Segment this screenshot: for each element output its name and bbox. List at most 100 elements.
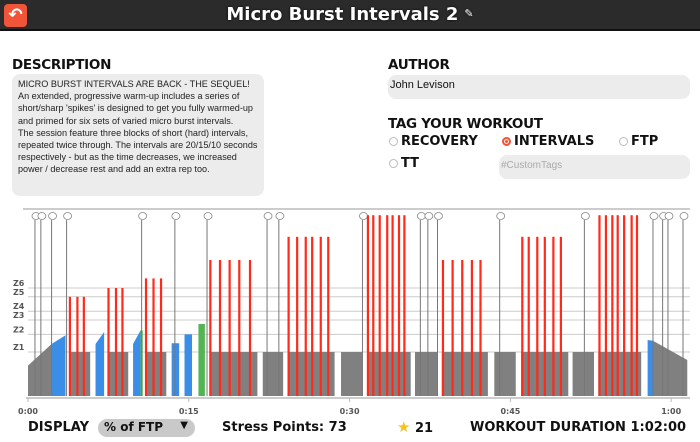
description-line: The session feature three blocks of shor…: [18, 127, 258, 175]
interval-spike: [238, 260, 241, 396]
interval-spike: [114, 288, 118, 396]
interval-spike: [209, 260, 212, 396]
message-bubble-icon: [496, 212, 506, 220]
stress-points: Stress Points: 73: [222, 420, 347, 435]
x-tick-label: 0:30: [340, 407, 360, 416]
x-tick-label: 1:00: [661, 407, 681, 416]
message-bubble-icon: [649, 212, 659, 220]
interval-spike: [441, 260, 445, 396]
workout-block: [341, 352, 363, 396]
workout-duration: WORKOUT DURATION 1:02:00: [470, 420, 687, 435]
message-bubble-icon: [580, 212, 590, 220]
radio-selected-icon: [502, 137, 511, 146]
tag-tt-radio[interactable]: TT: [389, 156, 419, 171]
interval-spike: [218, 260, 222, 396]
edit-icon[interactable]: ✎: [464, 7, 474, 20]
interval-spike: [327, 236, 330, 396]
message-bubble-icon: [171, 212, 181, 220]
display-dropdown[interactable]: % of FTP ▼: [98, 419, 195, 437]
radio-label: TT: [401, 156, 420, 171]
interval-spike: [372, 215, 375, 396]
radio-icon: [389, 159, 398, 168]
interval-spike: [470, 260, 474, 396]
interval-spike: [527, 236, 530, 396]
radio-icon: [389, 137, 398, 146]
interval-spike: [159, 278, 163, 396]
message-bubble-icon: [37, 212, 47, 220]
workout-block: [108, 352, 129, 396]
interval-spike: [623, 215, 626, 396]
interval-spike: [397, 215, 401, 396]
interval-spike: [598, 215, 601, 396]
interval-spike: [304, 236, 307, 396]
message-bubble-icon: [679, 212, 689, 220]
tag-intervals-radio[interactable]: INTERVALS: [502, 134, 594, 149]
zone-label: Z4: [13, 302, 25, 311]
radio-label: FTP: [631, 134, 659, 149]
back-arrow-icon[interactable]: ↶: [4, 4, 27, 27]
rating-value: 21: [414, 421, 434, 436]
workout-title[interactable]: Micro Burst Intervals 2 ✎: [226, 4, 474, 25]
interval-spike: [287, 236, 290, 396]
message-bubble-icon: [203, 212, 213, 220]
interval-spike: [611, 215, 614, 396]
message-bubble-icon: [48, 212, 57, 220]
description-label: DESCRIPTION: [12, 57, 112, 73]
message-bubble-icon: [138, 212, 148, 220]
workout-block: [95, 332, 105, 396]
workout-block: [184, 334, 193, 396]
message-bubble-icon: [275, 212, 285, 220]
x-tick-label: 0:15: [179, 407, 199, 416]
workout-block: [652, 340, 688, 396]
interval-spike: [616, 215, 619, 396]
custom-tags-input[interactable]: #CustomTags: [499, 155, 690, 179]
interval-spike: [311, 236, 314, 396]
interval-spike: [386, 215, 389, 396]
workout-block: [28, 344, 52, 396]
message-bubble-icon: [416, 212, 426, 220]
interval-spike: [635, 215, 639, 396]
radio-label: INTERVALS: [514, 134, 595, 149]
workout-block: [572, 352, 595, 396]
interval-spike: [630, 215, 633, 396]
workout-block: [210, 352, 258, 396]
description-field[interactable]: MICRO BURST INTERVALS ARE BACK - THE SEQ…: [12, 74, 264, 196]
workout-block: [69, 352, 91, 396]
interval-spike: [521, 236, 524, 396]
description-line: An extended, progressive warm-up include…: [18, 91, 253, 126]
author-field[interactable]: John Levison: [388, 75, 690, 99]
star-icon: ★: [397, 418, 411, 436]
message-bubble-icon: [263, 212, 273, 220]
display-label: DISPLAY: [28, 420, 90, 435]
workout-block: [171, 343, 180, 396]
interval-spike: [461, 260, 464, 396]
interval-spike: [378, 215, 381, 396]
message-bubble-icon: [424, 212, 434, 220]
zone-label: Z3: [13, 311, 24, 320]
header-bar: ↶ Micro Burst Intervals 2 ✎: [0, 0, 700, 31]
author-label: AUTHOR: [388, 57, 450, 73]
interval-spike: [479, 260, 482, 396]
message-bubble-icon: [664, 212, 674, 220]
radio-icon: [619, 137, 628, 146]
interval-spike: [552, 236, 555, 396]
zone-label: Z2: [13, 325, 24, 334]
interval-spike: [604, 215, 608, 396]
zone-label: Z6: [13, 279, 25, 288]
workout-block: [262, 352, 284, 396]
tag-recovery-radio[interactable]: RECOVERY: [389, 134, 478, 149]
interval-spike: [228, 260, 231, 396]
x-tick-label: 0:45: [500, 407, 520, 416]
rating: ★ 21: [397, 418, 433, 436]
x-tick-label: 0:00: [18, 407, 38, 416]
tag-ftp-radio[interactable]: FTP: [619, 134, 658, 149]
radio-label: RECOVERY: [401, 134, 478, 149]
interval-spike: [144, 278, 148, 396]
workout-block: [145, 352, 167, 396]
interval-spike: [366, 215, 370, 396]
workout-block: [494, 352, 516, 396]
chevron-down-icon: ▼: [180, 420, 188, 431]
message-bubble-icon: [359, 212, 368, 220]
workout-block: [51, 335, 66, 396]
